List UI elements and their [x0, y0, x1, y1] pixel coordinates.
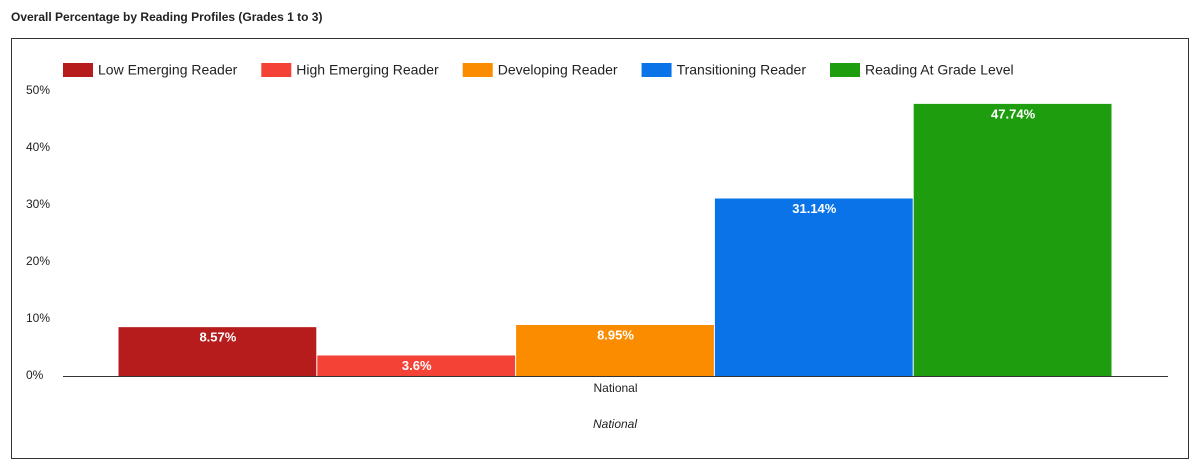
bar	[118, 327, 317, 376]
legend-swatch	[261, 63, 292, 77]
y-tick-label: 30%	[26, 197, 50, 211]
y-tick-label: 10%	[26, 311, 50, 325]
chart-title: Overall Percentage by Reading Profiles (…	[11, 10, 322, 24]
x-tick-label: National	[593, 381, 637, 395]
bar	[317, 355, 516, 376]
y-tick-label: 20%	[26, 254, 50, 268]
value-label: 3.6%	[402, 358, 432, 373]
legend-swatch	[462, 63, 493, 77]
value-label: 8.95%	[597, 327, 634, 342]
legend-swatch	[830, 63, 861, 77]
y-tick-label: 40%	[26, 140, 50, 154]
legend-label: Reading At Grade Level	[865, 62, 1014, 78]
legend-label: High Emerging Reader	[296, 62, 439, 78]
bar	[516, 324, 714, 376]
legend-label: Low Emerging Reader	[98, 62, 238, 78]
legend-swatch	[641, 63, 672, 77]
x-axis-title: National	[593, 417, 637, 431]
value-label: 47.74%	[991, 106, 1036, 121]
y-tick-label: 50%	[26, 83, 50, 97]
bar	[714, 198, 913, 376]
chart-frame	[11, 38, 1189, 459]
y-tick-label: 0%	[26, 368, 44, 382]
legend-label: Transitioning Reader	[677, 62, 807, 78]
legend-swatch	[63, 63, 93, 77]
bar	[913, 103, 1112, 377]
legend-label: Developing Reader	[498, 62, 618, 78]
value-label: 8.57%	[199, 330, 236, 345]
value-label: 31.14%	[792, 201, 837, 216]
